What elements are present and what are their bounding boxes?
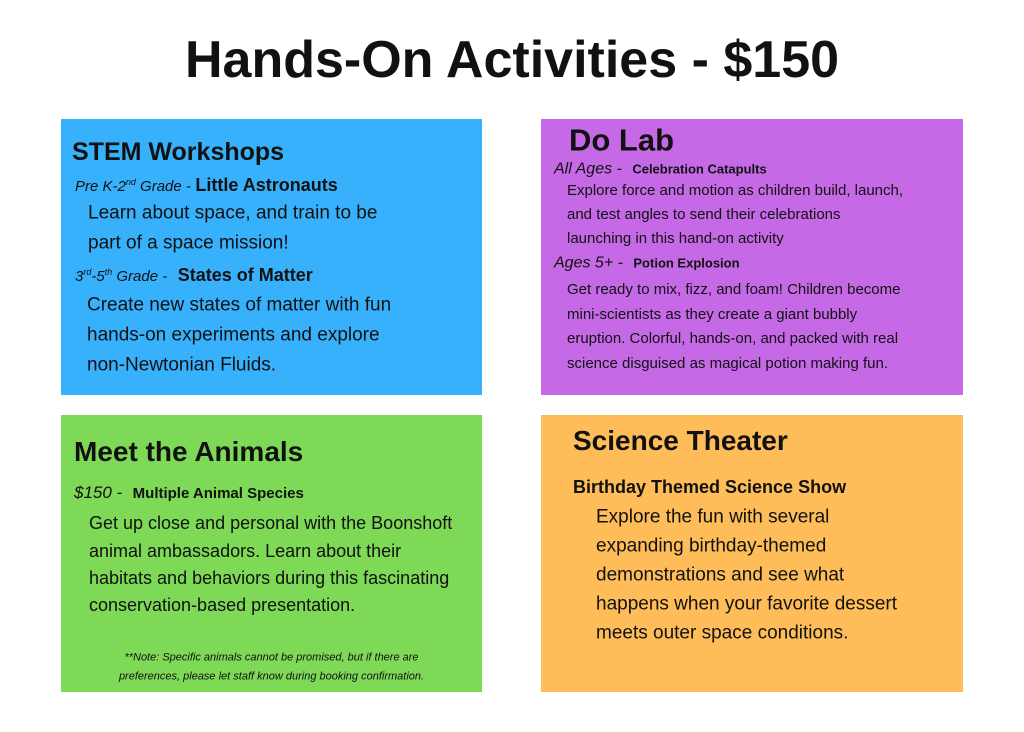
desc-line: Create new states of matter with fun bbox=[87, 294, 392, 316]
desc-line: launching in this hand-on activity bbox=[567, 230, 784, 247]
label-part: Grade - bbox=[112, 268, 168, 286]
note-line: **Note: Specific animals cannot be promi… bbox=[124, 651, 419, 664]
heading: Do Lab bbox=[569, 122, 675, 158]
heading: STEM Workshops bbox=[72, 138, 285, 166]
desc-line: animal ambassadors. Learn about their bbox=[89, 541, 402, 562]
label: All Ages - bbox=[554, 160, 622, 178]
desc-line: conservation-based presentation. bbox=[89, 595, 356, 616]
label-part: -5 bbox=[91, 268, 105, 286]
label: $150 - bbox=[74, 482, 123, 502]
label-part: rd bbox=[83, 267, 92, 278]
item-line: 3rd-5th Grade - States of Matter bbox=[75, 265, 313, 287]
desc-line: Get ready to mix, fizz, and foam! Childr… bbox=[567, 281, 901, 298]
item-line: All Ages - Celebration Catapults bbox=[554, 159, 767, 178]
label: Ages 5+ - bbox=[554, 254, 623, 272]
desc-line: Explore force and motion as children bui… bbox=[567, 182, 904, 199]
heading: Science Theater bbox=[573, 425, 788, 457]
label-part: nd bbox=[125, 177, 136, 188]
label-part: Grade - bbox=[135, 178, 191, 196]
item-line: Ages 5+ - Potion Explosion bbox=[554, 253, 740, 272]
label: 3rd-5th Grade - bbox=[75, 267, 168, 286]
desc-line: part of a space mission! bbox=[88, 232, 289, 254]
item-name: States of Matter bbox=[177, 265, 313, 286]
item-name: Little Astronauts bbox=[195, 175, 338, 196]
theater-panel bbox=[541, 415, 963, 692]
heading: Meet the Animals bbox=[74, 436, 304, 468]
item-name: Celebration Catapults bbox=[632, 161, 767, 177]
stem-panel bbox=[61, 119, 482, 395]
item-line: Pre K-2nd Grade - Little Astronauts bbox=[75, 175, 338, 197]
label-part: Pre K-2 bbox=[75, 178, 126, 196]
desc-line: meets outer space conditions. bbox=[596, 622, 849, 644]
label-part: 3 bbox=[75, 268, 84, 286]
desc-line: demonstrations and see what bbox=[596, 564, 845, 586]
desc-line: eruption. Colorful, hands-on, and packed… bbox=[567, 330, 899, 347]
desc-line: science disguised as magical potion maki… bbox=[567, 355, 889, 372]
desc-line: Get up close and personal with the Boons… bbox=[89, 513, 453, 534]
desc-line: Explore the fun with several bbox=[596, 506, 830, 528]
label: Pre K-2nd Grade - bbox=[75, 177, 191, 196]
desc-line: expanding birthday-themed bbox=[596, 535, 827, 557]
desc-line: happens when your favorite dessert bbox=[596, 593, 898, 615]
desc-line: Learn about space, and train to be bbox=[88, 202, 378, 224]
label-part: th bbox=[104, 267, 113, 278]
desc-line: non-Newtonian Fluids. bbox=[87, 354, 277, 376]
desc-line: hands-on experiments and explore bbox=[87, 324, 380, 346]
item-name: Multiple Animal Species bbox=[132, 484, 304, 502]
item-name: Potion Explosion bbox=[633, 255, 740, 271]
desc-line: and test angles to send their celebratio… bbox=[567, 206, 841, 223]
page-title: Hands-On Activities - $150 bbox=[184, 30, 840, 89]
desc-line: mini-scientists as they create a giant b… bbox=[567, 306, 858, 323]
do-lab-panel bbox=[541, 119, 963, 395]
item-line: $150 - Multiple Animal Species bbox=[74, 483, 304, 503]
item-name: Birthday Themed Science Show bbox=[573, 477, 847, 498]
animals-panel bbox=[61, 415, 482, 692]
desc-line: habitats and behaviors during this fasci… bbox=[89, 568, 450, 589]
note-line: preferences, please let staff know durin… bbox=[118, 670, 425, 683]
